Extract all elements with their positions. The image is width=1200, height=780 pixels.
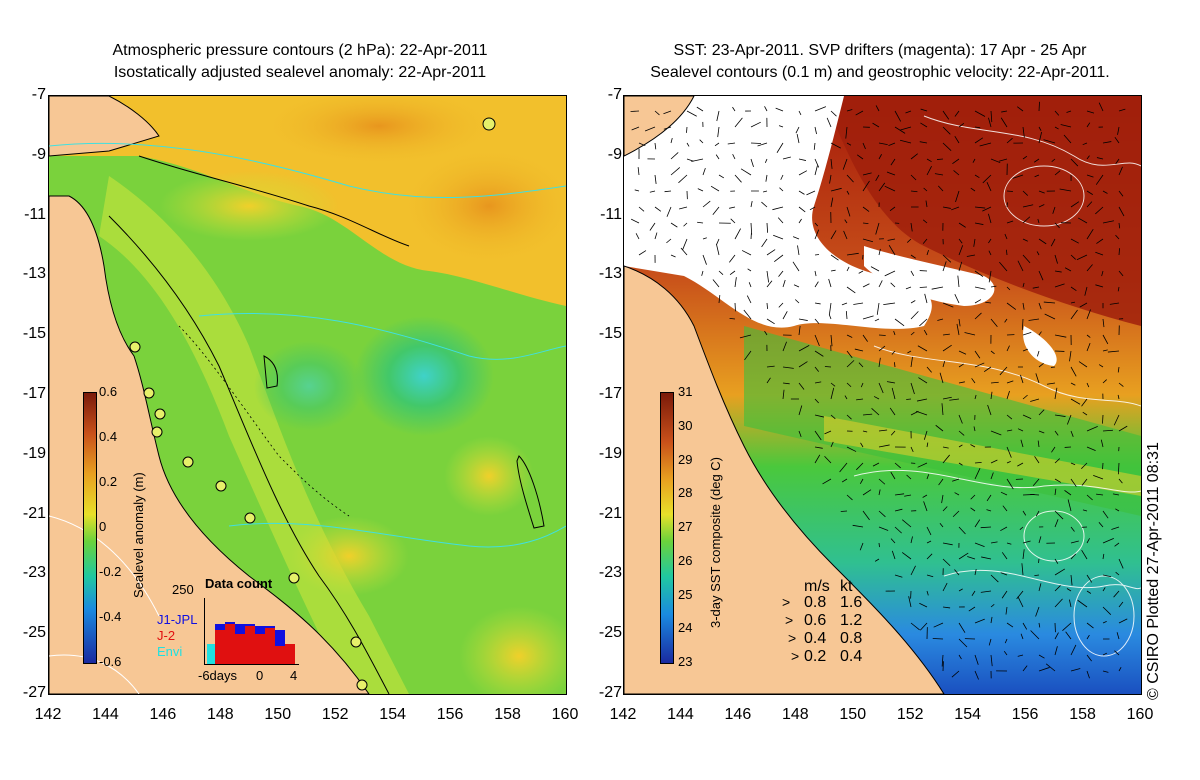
velocity-legend-arrow: > xyxy=(791,648,800,664)
velocity-legend-kt: 1.6 xyxy=(840,594,863,611)
y-tick-label: -27 xyxy=(22,684,46,701)
colorbar-tick-label: 24 xyxy=(678,620,693,636)
x-tick-label: 158 xyxy=(1069,706,1096,723)
x-tick-label: 154 xyxy=(954,706,981,723)
x-tick-label: 148 xyxy=(781,706,809,723)
x-tick-label: 142 xyxy=(609,706,637,723)
x-tick-label: 152 xyxy=(896,706,924,723)
x-tick-label: 144 xyxy=(667,706,694,723)
data-count-x-tick-0: -6days xyxy=(198,668,238,683)
x-tick-label: 148 xyxy=(206,706,234,723)
y-tick-label: -23 xyxy=(22,564,46,582)
legend-j1-jpl: J1-JPL xyxy=(157,612,198,627)
y-tick-label: -13 xyxy=(22,265,46,283)
y-tick-label: -11 xyxy=(24,205,46,223)
data-count-x-tick-1: 0 xyxy=(256,668,264,683)
colorbar-tick-label: 31 xyxy=(678,384,693,399)
sealevel-contours xyxy=(853,115,1141,657)
legend-j2: J-2 xyxy=(157,628,176,643)
x-tick-label: 160 xyxy=(551,706,579,723)
velocity-legend-ms: 0.8 xyxy=(804,594,827,611)
y-tick-label: -11 xyxy=(600,205,622,223)
y-tick-label: -17 xyxy=(598,385,622,402)
y-tick-label: -15 xyxy=(22,325,46,343)
y-tick-label: -17 xyxy=(22,385,46,402)
colorbar-tick-label: -0.4 xyxy=(99,609,122,624)
data-count-max-tick: 250 xyxy=(172,582,194,597)
legend-envi: Envi xyxy=(157,644,183,659)
sealevel-anomaly-map xyxy=(48,95,567,695)
y-tick-label: -25 xyxy=(598,624,622,642)
colorbar-tick-label: -0.6 xyxy=(99,654,122,669)
x-tick-label: 156 xyxy=(436,706,464,723)
y-tick-label: -9 xyxy=(31,145,46,163)
velocity-arrows xyxy=(630,101,1128,680)
x-tick-label: 146 xyxy=(724,706,752,723)
sealevel-colorbar-label: Sealevel anomaly (m) xyxy=(131,472,146,598)
velocity-legend-ms: 0.6 xyxy=(804,612,827,629)
y-tick-label: -23 xyxy=(598,564,622,582)
left-title-line1: Atmospheric pressure contours (2 hPa): 2… xyxy=(112,42,488,59)
x-tick-label: 142 xyxy=(34,706,62,723)
left-title-line2: Isostatically adjusted sealevel anomaly:… xyxy=(113,64,487,81)
velocity-legend-kt: 0.8 xyxy=(840,630,863,647)
velocity-legend-arrow: > xyxy=(782,594,791,610)
x-tick-label: 152 xyxy=(321,706,349,723)
colorbar-tick-label: 28 xyxy=(678,485,693,501)
colorbar-tick-label: 0.2 xyxy=(99,474,118,489)
y-tick-label: -9 xyxy=(607,145,622,163)
y-tick-label: -7 xyxy=(31,86,46,103)
colorbar-tick-label: -0.2 xyxy=(99,564,122,579)
x-tick-label: 150 xyxy=(264,706,292,723)
colorbar-tick-label: 26 xyxy=(678,552,693,568)
sst-colorbar xyxy=(660,392,674,664)
y-tick-label: -21 xyxy=(22,504,46,522)
velocity-legend-ms: 0.4 xyxy=(804,630,827,647)
velocity-legend-arrow: > xyxy=(788,630,797,646)
colorbar-tick-label: 25 xyxy=(678,586,693,602)
x-tick-label: 146 xyxy=(149,706,177,723)
x-tick-label: 156 xyxy=(1011,706,1039,723)
y-tick-label: -27 xyxy=(598,684,622,701)
colorbar-tick-label: 30 xyxy=(678,417,693,433)
tide-gauge-markers xyxy=(129,117,496,691)
velocity-legend-arrow: > xyxy=(785,612,794,628)
right-title-line1: SST: 23-Apr-2011. SVP drifters (magenta)… xyxy=(673,42,1087,59)
velocity-legend-kt: 0.4 xyxy=(840,648,863,665)
colorbar-tick-label: 27 xyxy=(678,519,693,534)
y-tick-label: -25 xyxy=(22,624,46,642)
x-tick-label: 144 xyxy=(92,706,119,723)
x-tick-label: 158 xyxy=(494,706,521,723)
y-tick-label: -13 xyxy=(598,265,622,283)
sst-colorbar-label: 3-day SST composite (deg C) xyxy=(708,457,723,628)
sealevel-colorbar xyxy=(83,392,97,664)
right-title-line2: Sealevel contours (0.1 m) and geostrophi… xyxy=(650,64,1110,81)
colorbar-tick-label: 23 xyxy=(678,654,693,669)
sst-map xyxy=(623,95,1142,695)
data-count-title: Data count xyxy=(205,576,273,591)
sealevel-map-svg xyxy=(49,96,566,694)
colorbar-tick-label: 0 xyxy=(99,519,107,534)
y-tick-label: -19 xyxy=(22,444,46,462)
y-tick-label: -15 xyxy=(598,325,622,343)
colorbar-tick-label: 0.6 xyxy=(99,384,118,399)
data-count-axes xyxy=(204,598,299,665)
y-tick-label: -7 xyxy=(607,86,622,103)
sst-map-svg xyxy=(624,96,1141,694)
x-tick-label: 160 xyxy=(1126,706,1154,723)
data-count-x-tick-2: 4 xyxy=(290,668,298,683)
colorbar-tick-label: 0.4 xyxy=(99,429,118,444)
velocity-legend-ms-header: m/s xyxy=(804,578,830,595)
y-tick-label: -19 xyxy=(598,444,622,462)
credit-text: © CSIRO Plotted 27-Apr-2011 08:31 xyxy=(1145,442,1162,700)
x-tick-label: 150 xyxy=(839,706,867,723)
colorbar-tick-label: 29 xyxy=(678,451,693,467)
velocity-legend-kt-header: kt xyxy=(840,578,853,595)
y-tick-label: -21 xyxy=(598,504,622,522)
velocity-legend-kt: 1.2 xyxy=(840,612,863,629)
x-tick-label: 154 xyxy=(379,706,406,723)
velocity-legend-ms: 0.2 xyxy=(804,648,827,665)
